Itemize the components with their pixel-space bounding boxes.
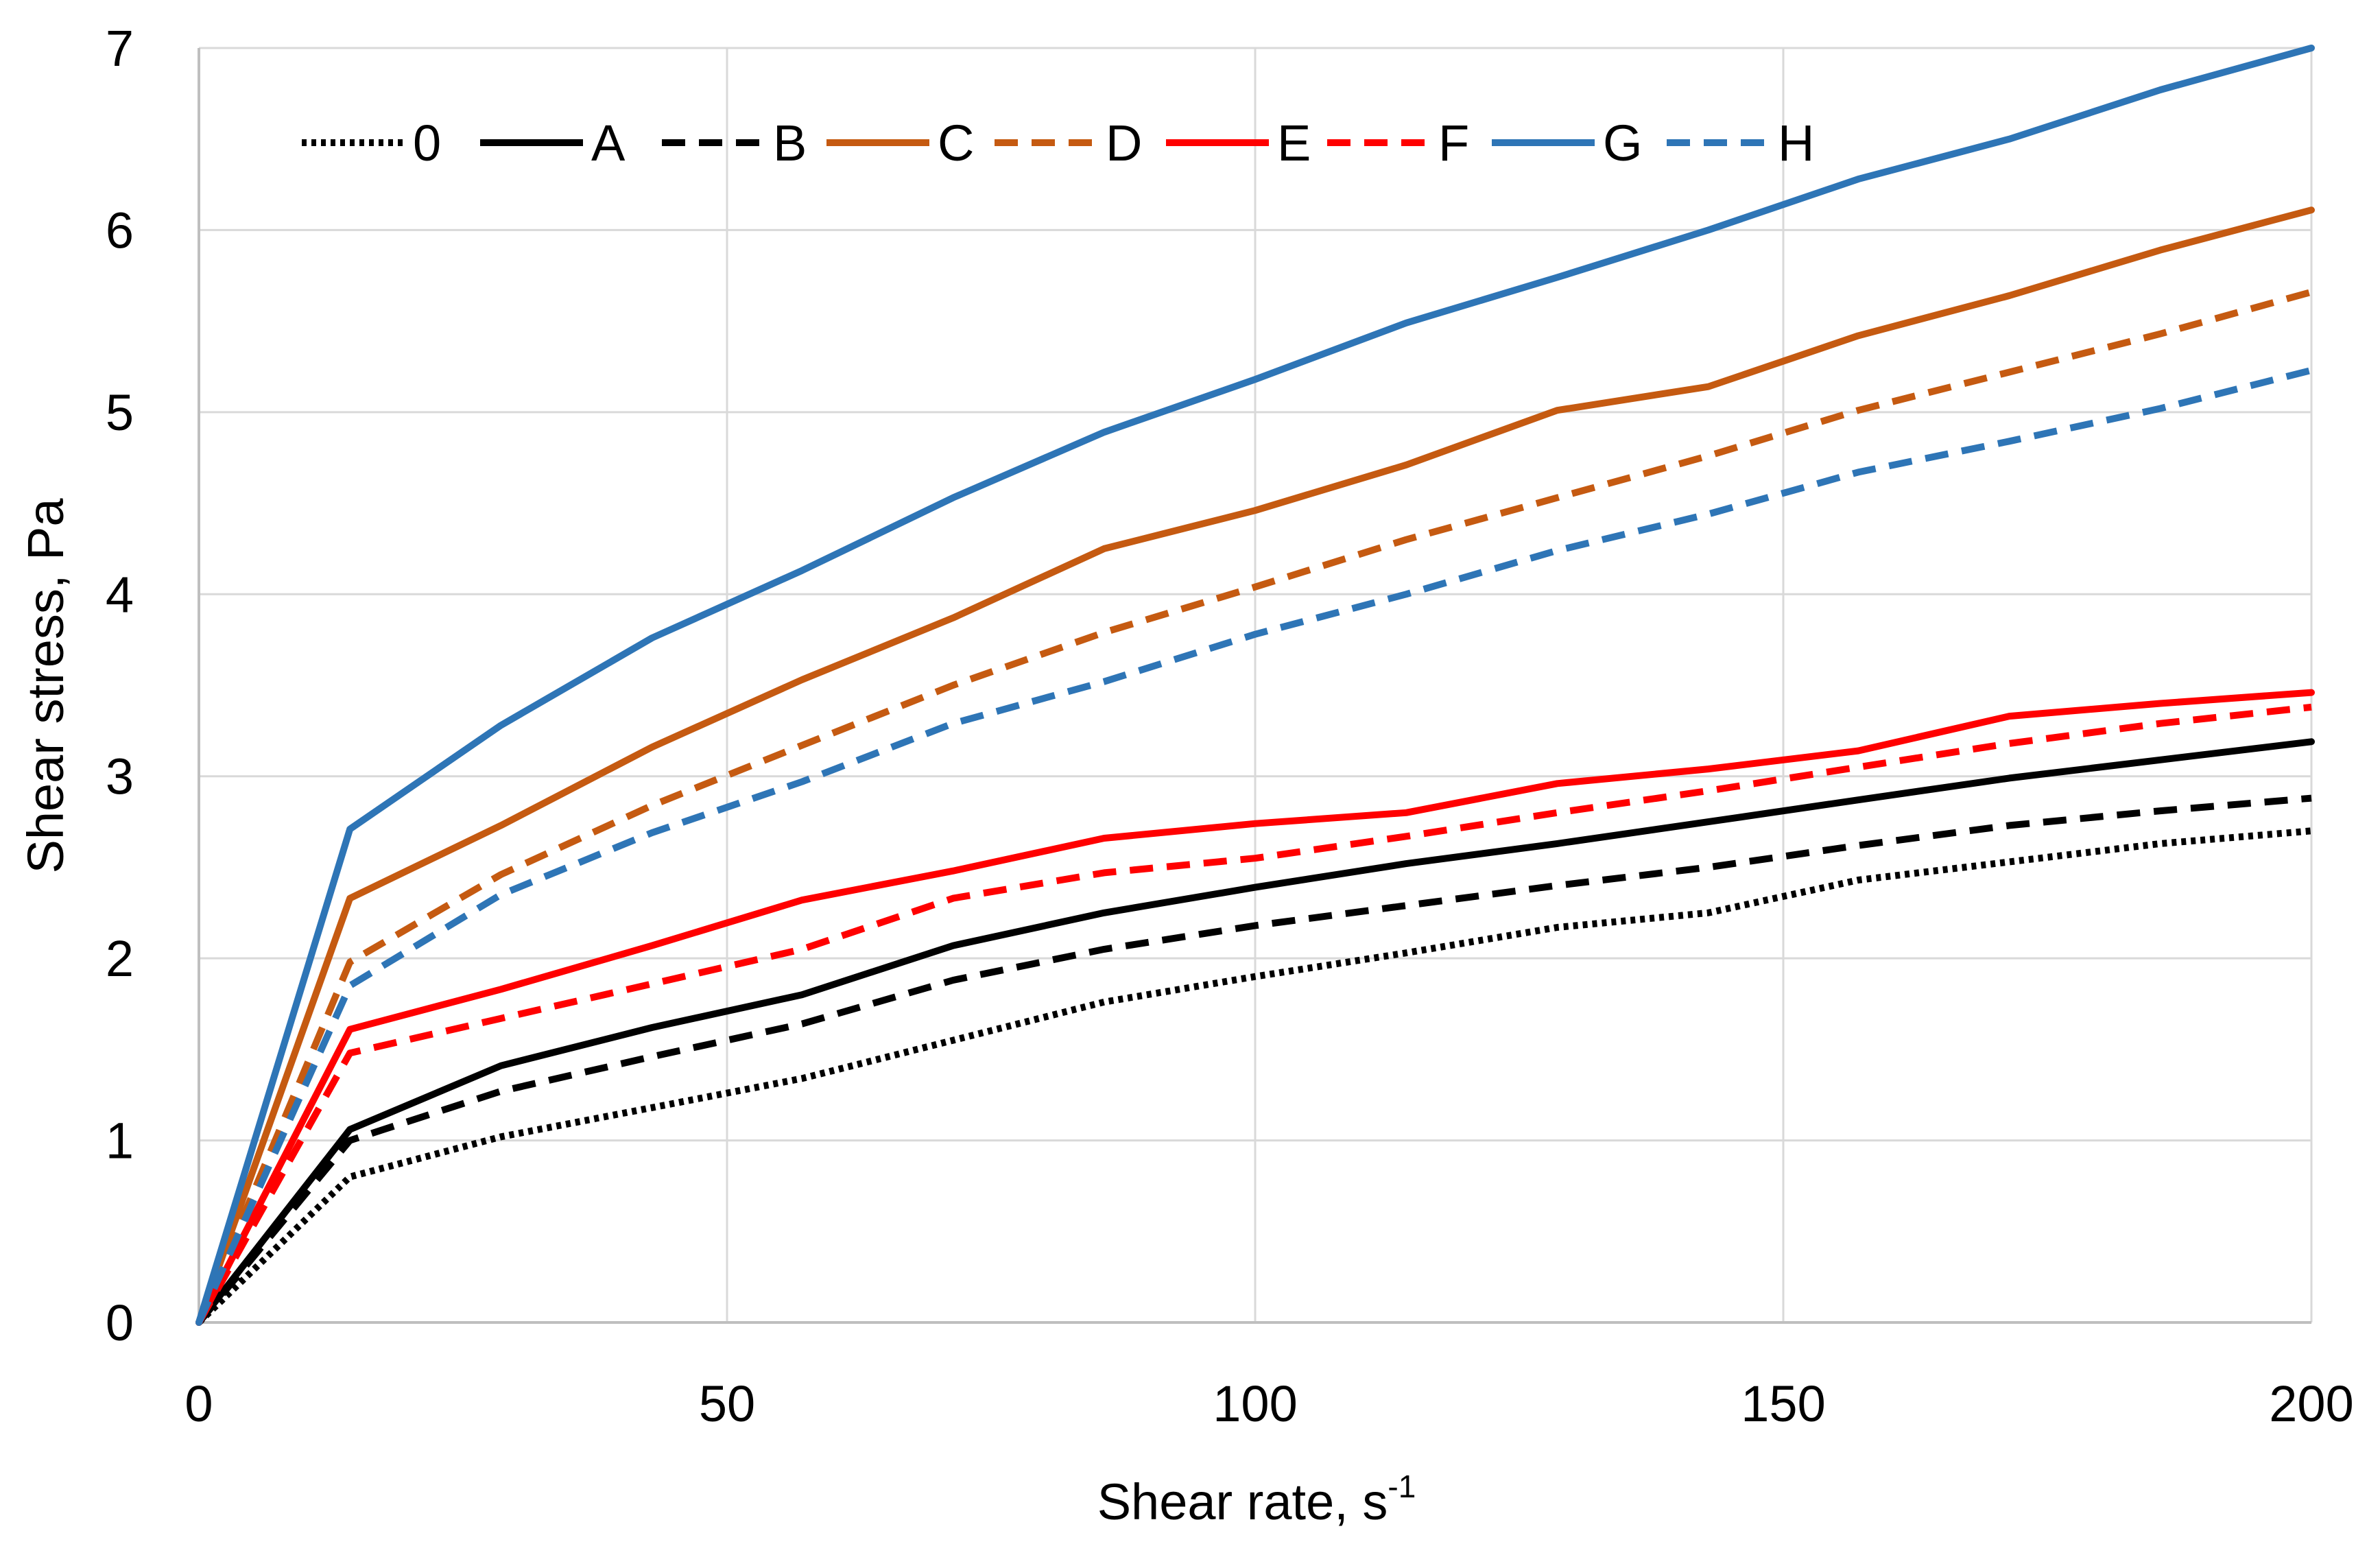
series-line-H — [195, 366, 2313, 1325]
y-tick-label: 0 — [106, 1294, 134, 1351]
legend-label-H: H — [1778, 115, 1814, 171]
y-tick-label: 2 — [106, 930, 134, 987]
series-line-C — [195, 206, 2315, 1326]
legend: 0 A B C D E F G H — [302, 115, 1814, 171]
y-tick-label: 1 — [106, 1113, 134, 1170]
axes — [198, 48, 2311, 1324]
y-tick-label: 6 — [106, 202, 134, 259]
series-line-G — [195, 45, 2315, 1326]
series-line-A — [195, 738, 2315, 1326]
legend-label-E: E — [1277, 115, 1311, 171]
legend-label-D: D — [1106, 115, 1142, 171]
x-tick-label: 0 — [185, 1375, 213, 1432]
y-tick-label: 5 — [106, 384, 134, 441]
x-tick-label: 200 — [2269, 1375, 2353, 1432]
x-axis-title-superscript: -1 — [1388, 1469, 1416, 1504]
series-line-F — [195, 703, 2312, 1325]
x-axis-title: Shear rate, s-1 — [1097, 1469, 1416, 1530]
x-axis-title-text: Shear rate, s — [1097, 1473, 1388, 1530]
legend-label-B: B — [773, 115, 807, 171]
y-tick-label: 4 — [106, 566, 134, 623]
legend-label-0: 0 — [413, 115, 441, 171]
gridlines — [199, 47, 2313, 1322]
legend-label-C: C — [938, 115, 974, 171]
series-line-B — [196, 794, 2312, 1325]
y-tick-label: 3 — [106, 748, 134, 805]
legend-label-F: F — [1438, 115, 1469, 171]
x-tick-label: 50 — [699, 1375, 755, 1432]
series-lines — [195, 45, 2315, 1326]
legend-label-G: G — [1603, 115, 1643, 171]
series-line-D — [195, 288, 2313, 1324]
series-line-E — [195, 689, 2315, 1326]
x-tick-label: 100 — [1213, 1375, 1297, 1432]
tick-labels: 0 1 2 3 4 5 6 7 0 50 100 150 200 — [106, 20, 2354, 1432]
y-axis-title: Shear stress, Pa — [17, 498, 74, 874]
y-tick-label: 7 — [106, 20, 134, 77]
series-line-0 — [196, 827, 2312, 1325]
x-tick-label: 150 — [1741, 1375, 1825, 1432]
legend-label-A: A — [591, 115, 626, 171]
